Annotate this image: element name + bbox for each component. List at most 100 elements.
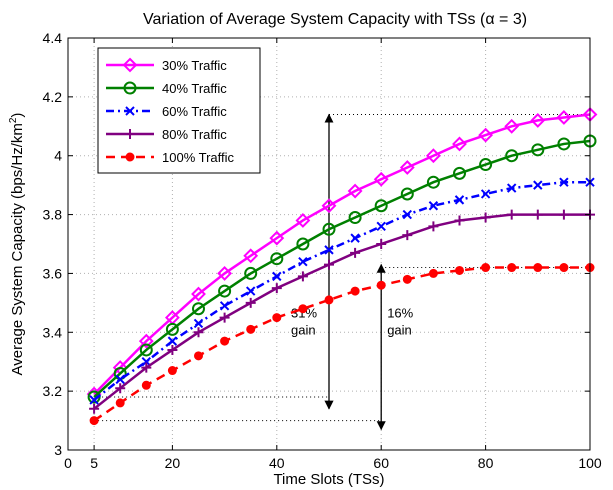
data-point: [321, 198, 337, 214]
y-tick-label: 4.2: [43, 89, 63, 105]
data-point: [480, 212, 491, 223]
data-point: [245, 286, 256, 296]
data-point: [506, 209, 517, 220]
data-point: [271, 283, 282, 294]
data-point: [453, 166, 466, 180]
series-line: [93, 266, 590, 422]
data-point: [533, 263, 543, 273]
data-point: [167, 366, 177, 376]
y-tick-label: 3.8: [43, 207, 63, 223]
data-point: [373, 171, 389, 187]
data-point: [559, 263, 569, 273]
data-point: [374, 199, 388, 213]
y-tick-label: 4.4: [43, 30, 63, 46]
data-point: [243, 248, 259, 264]
data-point: [89, 416, 99, 426]
data-point: [298, 256, 308, 267]
gain-label: 16%: [387, 306, 413, 321]
series-100-traffic: [89, 263, 595, 426]
y-tick-label: 3.6: [43, 265, 63, 281]
data-point: [504, 118, 520, 134]
data-point: [219, 301, 230, 311]
series-80-traffic: [89, 209, 595, 414]
data-point: [122, 57, 138, 73]
data-point: [532, 209, 543, 220]
data-point: [115, 383, 126, 394]
legend: 30% Traffic 40% Traffic 60% Traffic 80% Tra…: [97, 47, 261, 174]
ticks: 0 5 20 40 60 80 100 3 3.2 3.4 3.6 3.8 4 4.2 4.4: [43, 30, 602, 471]
legend-label: 100% Traffic: [162, 150, 235, 165]
chart-title: Variation of Average System Capacity wit…: [143, 11, 527, 28]
data-point: [399, 160, 415, 175]
data-point: [115, 374, 125, 385]
data-point: [165, 322, 179, 336]
data-point: [455, 265, 464, 275]
series-40-traffic: [87, 134, 597, 404]
x-tick-label: 100: [578, 455, 602, 471]
y-tick-label: 3.4: [43, 324, 63, 340]
data-point: [400, 187, 414, 201]
data-point: [480, 189, 491, 199]
data-point: [428, 268, 438, 278]
data-point: [123, 81, 137, 95]
data-point: [218, 284, 232, 298]
y-tick-label: 3.2: [43, 383, 63, 399]
data-point: [89, 403, 100, 414]
data-point: [246, 324, 256, 334]
y-tick-label: 4: [54, 148, 62, 164]
x-tick-label: 80: [478, 455, 494, 471]
data-point: [531, 143, 545, 157]
data-point: [324, 295, 334, 305]
data-point: [426, 175, 440, 189]
data-point: [141, 362, 152, 373]
data-point: [533, 180, 543, 190]
data-point: [376, 221, 386, 232]
data-point: [193, 327, 204, 338]
data-point: [272, 313, 282, 323]
data-point: [194, 351, 203, 361]
data-point: [402, 274, 412, 284]
data-point: [269, 230, 285, 246]
legend-label: 80% Traffic: [162, 127, 227, 142]
data-point: [481, 263, 491, 273]
data-point: [141, 380, 151, 390]
data-point: [322, 222, 336, 236]
data-point: [245, 297, 256, 308]
plot-frame: [67, 37, 591, 451]
series-layer: [86, 107, 598, 426]
data-point: [454, 195, 465, 205]
data-point: [376, 239, 387, 249]
data-point: [530, 112, 546, 128]
data-point: [244, 266, 258, 280]
data-point: [402, 209, 413, 220]
data-point: [298, 304, 308, 314]
data-point: [479, 158, 493, 172]
x-tick-label: 60: [373, 455, 389, 471]
data-point: [350, 247, 361, 258]
x-tick-label: 40: [269, 455, 285, 471]
data-point: [559, 177, 569, 187]
x-axis-label: Time Slots (TSs): [273, 471, 384, 488]
data-point: [428, 221, 439, 232]
data-point: [324, 245, 334, 255]
data-point: [506, 183, 517, 193]
gain-label: gain: [387, 323, 412, 338]
data-point: [270, 252, 284, 266]
data-point: [220, 336, 230, 346]
data-point: [324, 259, 334, 270]
data-point: [478, 127, 494, 143]
data-point: [558, 209, 569, 220]
data-point: [193, 318, 204, 329]
data-point: [402, 230, 413, 241]
x-tick-label: 5: [90, 455, 98, 471]
y-axis-label: Average System Capacity (bps/Hz/km2): [8, 113, 26, 376]
data-point: [376, 280, 386, 290]
data-point: [167, 344, 178, 355]
data-point: [191, 286, 206, 302]
y-tick-label: 3: [54, 442, 62, 458]
data-point: [296, 237, 310, 251]
data-point: [192, 302, 205, 316]
data-point: [425, 148, 441, 164]
data-point: [138, 333, 154, 349]
